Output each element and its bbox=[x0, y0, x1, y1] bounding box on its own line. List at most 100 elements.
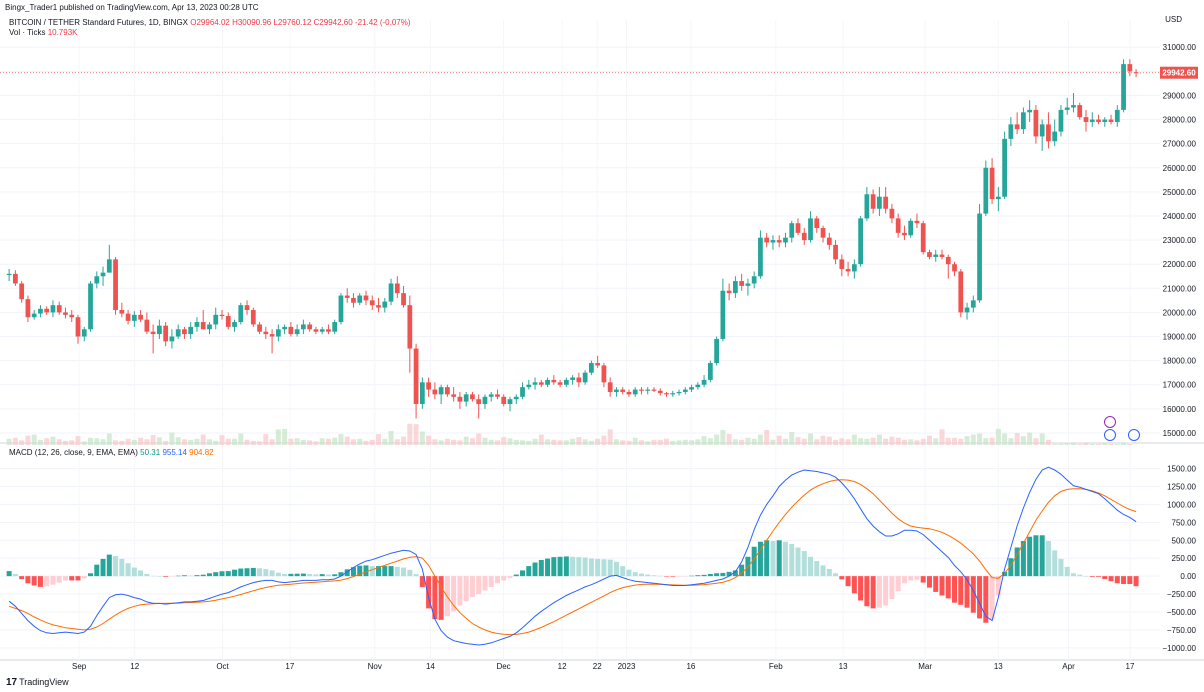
candle-body bbox=[432, 389, 438, 395]
macd-histogram-bar bbox=[419, 576, 425, 588]
candle-body bbox=[175, 329, 181, 337]
macd-histogram-bar bbox=[75, 576, 81, 581]
candle-body bbox=[595, 363, 601, 366]
macd-histogram-bar bbox=[300, 573, 306, 577]
price-tick-label: 19000.00 bbox=[1163, 333, 1197, 342]
price-tick-label: 23000.00 bbox=[1163, 236, 1197, 245]
macd-histogram-bar bbox=[851, 576, 857, 594]
macd-label[interactable]: MACD (12, 26, close, 9, EMA, EMA) bbox=[9, 448, 138, 457]
macd-histogram-bar bbox=[776, 540, 782, 577]
macd-histogram-bar bbox=[551, 557, 557, 577]
candle-body bbox=[63, 312, 68, 315]
macd-histogram-bar bbox=[1045, 541, 1051, 577]
macd-tick-label: 750.00 bbox=[1172, 518, 1197, 527]
candle-body bbox=[714, 338, 719, 364]
volume-bar bbox=[401, 436, 407, 445]
macd-histogram-bar bbox=[613, 561, 619, 577]
volume-bar bbox=[952, 437, 958, 445]
volume-bar bbox=[532, 438, 538, 445]
macd-histogram-bar bbox=[538, 560, 544, 577]
volume-label[interactable]: Vol · Ticks bbox=[9, 28, 46, 37]
volume-bar bbox=[845, 439, 851, 445]
candle-body bbox=[363, 295, 369, 301]
candle-body bbox=[995, 196, 1001, 200]
macd-histogram-bar bbox=[926, 576, 932, 588]
candle-body bbox=[570, 377, 575, 380]
macd-histogram-bar bbox=[676, 576, 682, 577]
axes: 31000.0030000.0029000.0028000.0027000.00… bbox=[0, 15, 1198, 671]
macd-histogram-bar bbox=[952, 576, 958, 603]
volume-bar bbox=[607, 429, 613, 445]
macd-histogram-bar bbox=[632, 572, 638, 577]
macd-histogram-bar bbox=[1114, 576, 1120, 584]
macd-histogram-bar bbox=[1083, 576, 1089, 577]
candle-body bbox=[1089, 119, 1095, 122]
candle-body bbox=[207, 324, 212, 330]
macd-histogram-bar bbox=[695, 575, 701, 577]
macd-histogram-bar bbox=[1058, 558, 1064, 577]
candle-body bbox=[75, 317, 81, 337]
candle-body bbox=[275, 329, 281, 337]
candle-body bbox=[632, 389, 638, 395]
volume-bar bbox=[782, 438, 788, 445]
macd-histogram-bar bbox=[62, 576, 68, 581]
candle-body bbox=[977, 213, 982, 301]
candle-body bbox=[845, 269, 851, 272]
candle-body bbox=[301, 324, 306, 330]
macd-tick-label: 250.00 bbox=[1172, 554, 1197, 563]
candle-body bbox=[94, 276, 100, 284]
macd-histogram-bar bbox=[808, 556, 814, 577]
candle-body bbox=[419, 382, 425, 405]
volume-bar bbox=[545, 439, 551, 445]
macd-histogram-bar bbox=[332, 574, 338, 577]
volume-bar bbox=[413, 424, 419, 445]
volume-bar bbox=[244, 439, 250, 445]
macd-histogram-bar bbox=[238, 568, 244, 577]
volume-bar bbox=[964, 436, 970, 445]
candle-body bbox=[1046, 124, 1051, 142]
volume-bar bbox=[895, 437, 901, 445]
volume-bar bbox=[1058, 443, 1064, 445]
volume-bar bbox=[257, 441, 263, 445]
volume-bar bbox=[557, 440, 563, 445]
volume-bar bbox=[469, 438, 475, 445]
macd-histogram-bar bbox=[150, 575, 156, 577]
candle-body bbox=[1064, 107, 1070, 110]
macd-histogram-bar bbox=[714, 573, 720, 577]
volume-bar bbox=[620, 440, 626, 445]
volume-bar bbox=[232, 438, 238, 445]
candle-body bbox=[1102, 119, 1108, 122]
macd-histogram-bar bbox=[958, 576, 964, 605]
symbol-name[interactable]: BITCOIN / TETHER Standard Futures, 1D, B… bbox=[9, 18, 189, 27]
volume-bar bbox=[676, 440, 682, 445]
candle-body bbox=[733, 281, 738, 294]
macd-histogram-bar bbox=[789, 543, 795, 577]
time-tick-label: 12 bbox=[558, 662, 567, 671]
candle-body bbox=[319, 329, 325, 332]
candle-body bbox=[438, 387, 444, 395]
macd-histogram-bar bbox=[1108, 576, 1114, 582]
macd-histogram-bar bbox=[206, 573, 212, 577]
macd-line-value: 955.14 bbox=[162, 448, 187, 457]
macd-tick-label: 500.00 bbox=[1172, 536, 1197, 545]
macd-histogram-bar bbox=[413, 574, 419, 577]
candle-body bbox=[783, 237, 788, 243]
macd-histogram-bar bbox=[858, 576, 864, 601]
macd-histogram-bar bbox=[764, 540, 770, 577]
volume-bar bbox=[732, 439, 738, 445]
time-tick-label: Sep bbox=[72, 662, 87, 671]
footer-brand[interactable]: 17 TradingView bbox=[6, 677, 69, 688]
macd-signal-value: 904.82 bbox=[189, 448, 214, 457]
macd-histogram-bar bbox=[995, 576, 1001, 596]
volume-bar bbox=[1027, 432, 1033, 445]
macd-histogram-bar bbox=[757, 541, 763, 577]
candle-body bbox=[701, 379, 707, 385]
macd-histogram-bar bbox=[1089, 576, 1095, 577]
macd-histogram-bar bbox=[313, 574, 319, 577]
time-tick-label: Nov bbox=[368, 662, 382, 671]
candle-body bbox=[739, 281, 745, 286]
candle-body bbox=[1033, 109, 1039, 137]
macd-histogram-bar bbox=[1039, 535, 1045, 577]
candle-body bbox=[651, 389, 657, 391]
